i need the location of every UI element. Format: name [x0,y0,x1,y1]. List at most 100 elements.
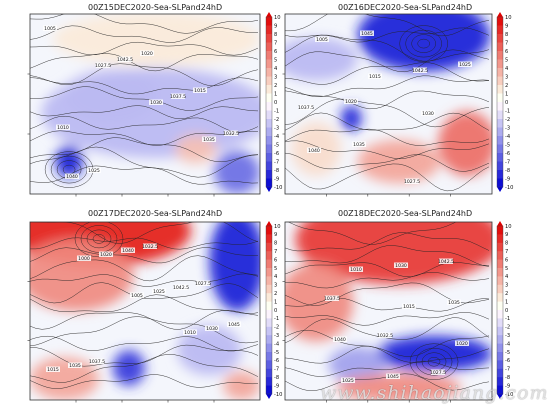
isobar-line [30,53,259,72]
colorbar-segment [497,318,503,328]
colorbar-segment [266,178,272,188]
isobar-label: 1037.5 [324,296,340,302]
colorbar-tick-label: 5 [505,266,508,272]
colorbar-tick-label: -2 [505,117,510,123]
colorbar-tick-label: -3 [274,333,279,339]
isobar-line [30,14,259,34]
colorbar-bottom-arrow [266,187,272,192]
colorbar-tick-label: 7 [274,249,277,255]
colorbar-tick-label: -9 [505,176,510,182]
isobar-label: 1040 [308,148,320,154]
colorbar-tick-label: 1 [505,91,508,97]
colorbar-tick-label: 3 [274,74,277,80]
colorbar-segment [266,368,272,378]
colorbar-tick-label: 4 [505,274,509,280]
colorbar-segment [266,119,272,128]
colorbar-segment [266,85,272,94]
colorbar-segment [497,301,503,311]
field-negative-southwest-core [340,105,362,131]
isobar-label: 1025 [153,289,165,295]
isobar-line [30,41,259,56]
colorbar-tick-label: 9 [274,23,277,29]
colorbar-tick-label: -1 [274,108,279,114]
colorbar-segment [266,144,272,154]
colorbar-tick-label: 9 [274,232,277,238]
colorbar-segment [266,161,272,171]
colorbar-tick-label: -3 [274,125,279,131]
colorbar-segment [497,127,503,137]
field-negative-northwest [285,37,358,81]
isobar-line [285,345,490,364]
isobar-label: 1032.5 [223,131,239,137]
field-positive-southeast [223,371,260,400]
colorbar-segment [497,259,503,269]
isobar-line [285,232,490,252]
isobar-line [285,262,490,278]
panel-2-isobar-labels: 1005 1015 1030 1040 1045 1042.5 1037.5 1035 1027… [298,30,472,185]
colorbar-tick-label: 0 [505,308,508,314]
isobar-label: 1042.5 [438,259,454,265]
isobar-line [30,146,259,178]
isobar-label: 1037.5 [89,359,105,365]
isobar-label: 1030 [150,100,162,106]
isobar-label: 1027.5 [195,281,211,287]
isobar-line [285,297,490,312]
colorbar-tick-label: -7 [274,367,279,373]
isobar-label: 1010 [57,125,69,131]
colorbar-tick-label: -4 [505,134,511,140]
colorbar-segment [497,153,503,162]
isobar-label: 1042.5 [412,68,428,74]
panel-4-map: 1010 1015 1020 1025 1030 1035 1040 1045 1042.5 10… [282,221,493,403]
colorbar-tick-label: 0 [274,308,277,314]
colorbar-segment [266,25,272,35]
isobar-label: 1040 [66,174,78,180]
colorbar-tick-label: 10 [505,224,512,230]
colorbar-tick-label: -1 [505,108,510,114]
colorbar-segment [497,234,503,244]
colorbar-segment [497,251,503,260]
colorbar-segment [266,385,272,395]
isobar-ring [415,347,453,376]
colorbar-segment [266,76,272,86]
isobar-line [285,152,490,172]
isobar-line [30,247,259,264]
isobar-ring [427,356,441,367]
isobar-label: 1035 [69,363,81,369]
panel-3-field: 1000 1005 1010 1015 1020 1025 1030 1035 1040 1042… [30,222,260,400]
isobar-line [285,140,490,159]
isobar-label: 1045 [387,374,399,380]
isobar-label: 1030 [206,326,218,332]
isobar-line [30,335,259,352]
panel-4-frame [284,221,493,401]
isobar-line [30,316,259,347]
isobar-label: 1037.5 [170,94,186,100]
panel-3-title: 00Z17DEC2020-Sea-SLPand24hD [88,209,223,218]
colorbar-segment [497,93,503,103]
isobar-line [287,222,457,245]
colorbar-tick-label: -10 [505,392,513,398]
panel-2-map: 1005 1015 1030 1040 1045 1042.5 1037.5 1035 1027… [282,13,493,197]
colorbar-segment [266,127,272,137]
colorbar-segment [266,234,272,244]
colorbar-tick-label: 8 [505,32,508,38]
panel-1-isobar-labels: 1005 1027.5 1030 1035 1040 1042.5 1037.5 1032.5… [43,25,239,180]
colorbar-tick-label: -3 [505,333,510,339]
field-positive-south [336,373,461,400]
colorbar-segment [497,51,503,60]
colorbar-tick-label: 2 [274,83,277,89]
colorbar-tick-label: 8 [505,241,508,247]
colorbar-tick-label: -5 [274,350,279,356]
colorbar-tick-label: -5 [505,350,510,356]
isobar-label: 1020 [456,341,468,347]
colorbar-segment [497,242,503,252]
colorbar-tick-label: 10 [505,15,512,21]
colorbar-tick-label: 4 [274,66,278,72]
isobar-line [285,329,490,357]
colorbar-tick-label: 5 [505,57,508,63]
colorbar-segment [497,178,503,188]
isobar-line [285,34,490,62]
colorbar-segment [497,68,503,77]
isobar-line [285,75,490,97]
colorbar-segment [266,42,272,52]
